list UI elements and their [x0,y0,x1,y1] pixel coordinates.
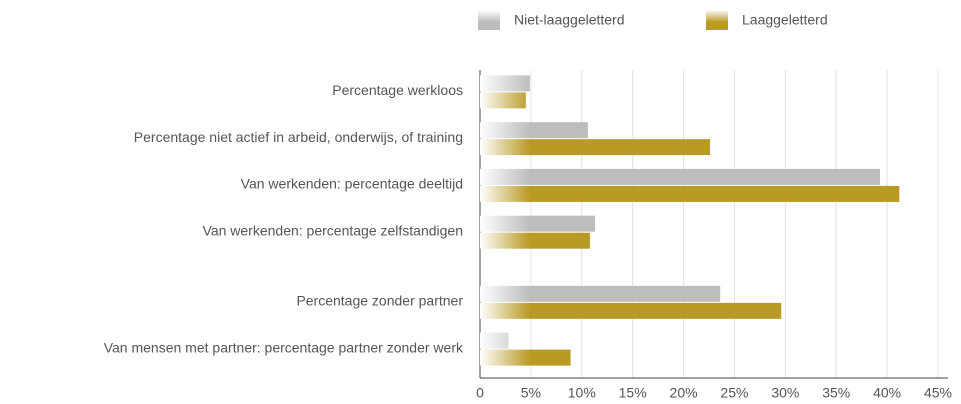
bar [480,185,900,202]
bar [480,302,782,319]
legend-label: Laaggeletterd [742,12,828,28]
bar [480,232,590,249]
legend-swatch [478,10,500,30]
x-tick-label: 5% [521,385,541,401]
bar [480,168,880,185]
y-tick-label: Van werkenden: percentage zelfstandigen [203,222,463,238]
x-tick-label: 15% [619,385,647,401]
legend-label: Niet-laaggeletterd [514,12,625,28]
bar [480,75,530,92]
x-tick-label: 0 [476,385,484,401]
bar [480,139,711,156]
bar [480,285,721,302]
y-tick-label: Percentage zonder partner [296,293,463,309]
x-tick-label: 35% [822,385,850,401]
x-tick-label: 20% [670,385,698,401]
y-tick-label: Percentage werkloos [332,82,463,98]
x-tick-label: 45% [924,385,952,401]
y-tick-label: Van werkenden: percentage deeltijd [241,176,463,192]
x-tick-label: 30% [771,385,799,401]
y-tick-label: Van mensen met partner: percentage partn… [104,339,464,355]
bar [480,215,596,232]
bar [480,122,588,139]
y-tick-label: Percentage niet actief in arbeid, onderw… [134,129,463,145]
legend-swatch [706,10,728,30]
x-tick-label: 40% [873,385,901,401]
bar [480,332,509,349]
x-tick-label: 10% [568,385,596,401]
x-tick-label: 25% [720,385,748,401]
bar [480,92,526,109]
bar [480,349,571,366]
